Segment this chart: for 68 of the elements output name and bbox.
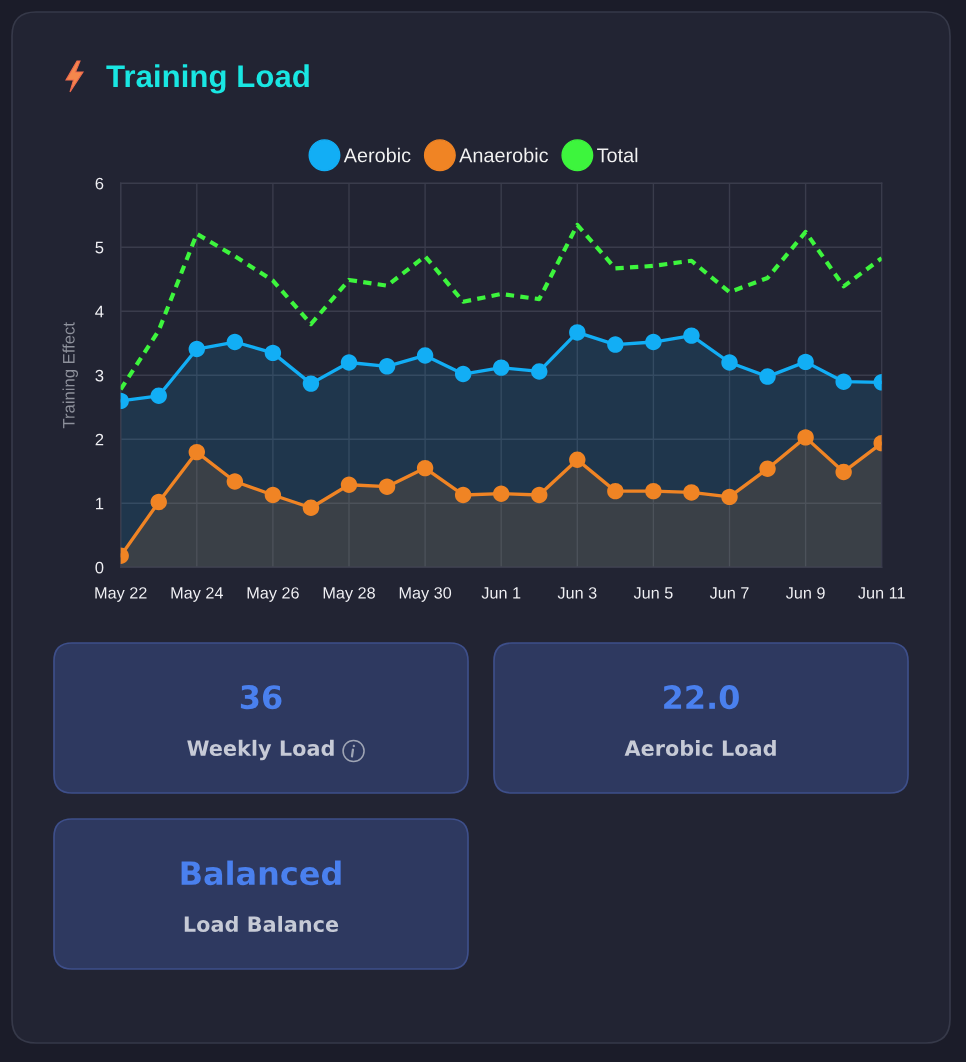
- point: [226, 333, 244, 351]
- point: [264, 344, 282, 362]
- point: [607, 336, 624, 353]
- y-tick-label: 5: [95, 241, 104, 254]
- point: [416, 347, 434, 364]
- chart-title: Training Load: [106, 64, 309, 94]
- legend-label: Total: [597, 147, 638, 163]
- point: [835, 373, 852, 390]
- point: [531, 363, 548, 380]
- text: 36: [240, 685, 282, 710]
- point: [835, 463, 852, 481]
- category-label: Load Balance: [184, 915, 339, 933]
- point: [340, 354, 358, 371]
- x-tick-label: Jun 5: [633, 587, 673, 599]
- point: [226, 473, 244, 490]
- x-tick-label: Jun 9: [785, 587, 825, 599]
- point: [378, 358, 396, 375]
- x-tick-label: May 26: [247, 587, 299, 602]
- x-tick-label: Jun 11: [858, 587, 905, 599]
- y-tick-label: 4: [95, 305, 104, 318]
- point: [531, 486, 548, 504]
- point: [378, 478, 396, 495]
- y-tick-label: 6: [95, 177, 104, 190]
- x-tick-label: Jun 7: [709, 587, 749, 599]
- point: [759, 460, 776, 477]
- y-axis-title: Training Effect: [62, 322, 78, 429]
- point: [454, 365, 472, 383]
- point: [645, 482, 662, 500]
- point: [759, 368, 776, 385]
- point: [302, 375, 320, 392]
- point: [607, 482, 624, 500]
- x-tick-label: May 24: [171, 587, 223, 602]
- y-tick-label: 1: [96, 497, 104, 510]
- point: [150, 493, 167, 511]
- point: [683, 484, 700, 501]
- point: [569, 324, 586, 341]
- point: [302, 499, 320, 516]
- point: [264, 486, 282, 504]
- point: [683, 327, 700, 344]
- x-tick-label: May 22: [95, 587, 147, 602]
- point: [188, 443, 206, 461]
- category-label: Weekly Load: [187, 739, 334, 761]
- legend-label: Aerobic: [343, 147, 411, 163]
- x-tick-label: Jun 3: [557, 587, 597, 599]
- x-tick-label: May 30: [399, 587, 452, 602]
- text: 22.0: [664, 685, 739, 710]
- y-tick-label: 3: [95, 369, 104, 382]
- point: [721, 354, 738, 371]
- y-tick-label: 2: [95, 433, 104, 446]
- point: [721, 488, 738, 506]
- point: [569, 451, 586, 468]
- point: [645, 333, 662, 351]
- line-series: [120, 222, 882, 392]
- point: [797, 429, 814, 446]
- point: [416, 459, 434, 477]
- point: [797, 353, 814, 371]
- point: [492, 359, 510, 376]
- x-tick-label: May 28: [323, 587, 375, 602]
- point: [150, 387, 167, 404]
- legend-label: Anaerobic: [459, 147, 549, 163]
- y-tick-label: 0: [95, 561, 104, 574]
- point: [492, 485, 510, 502]
- x-tick-label: Jun 1: [481, 587, 521, 599]
- text: Balanced: [181, 860, 341, 886]
- point: [454, 486, 472, 504]
- point: [188, 340, 206, 358]
- point: [340, 476, 358, 493]
- category-label: Aerobic Load: [624, 739, 776, 757]
